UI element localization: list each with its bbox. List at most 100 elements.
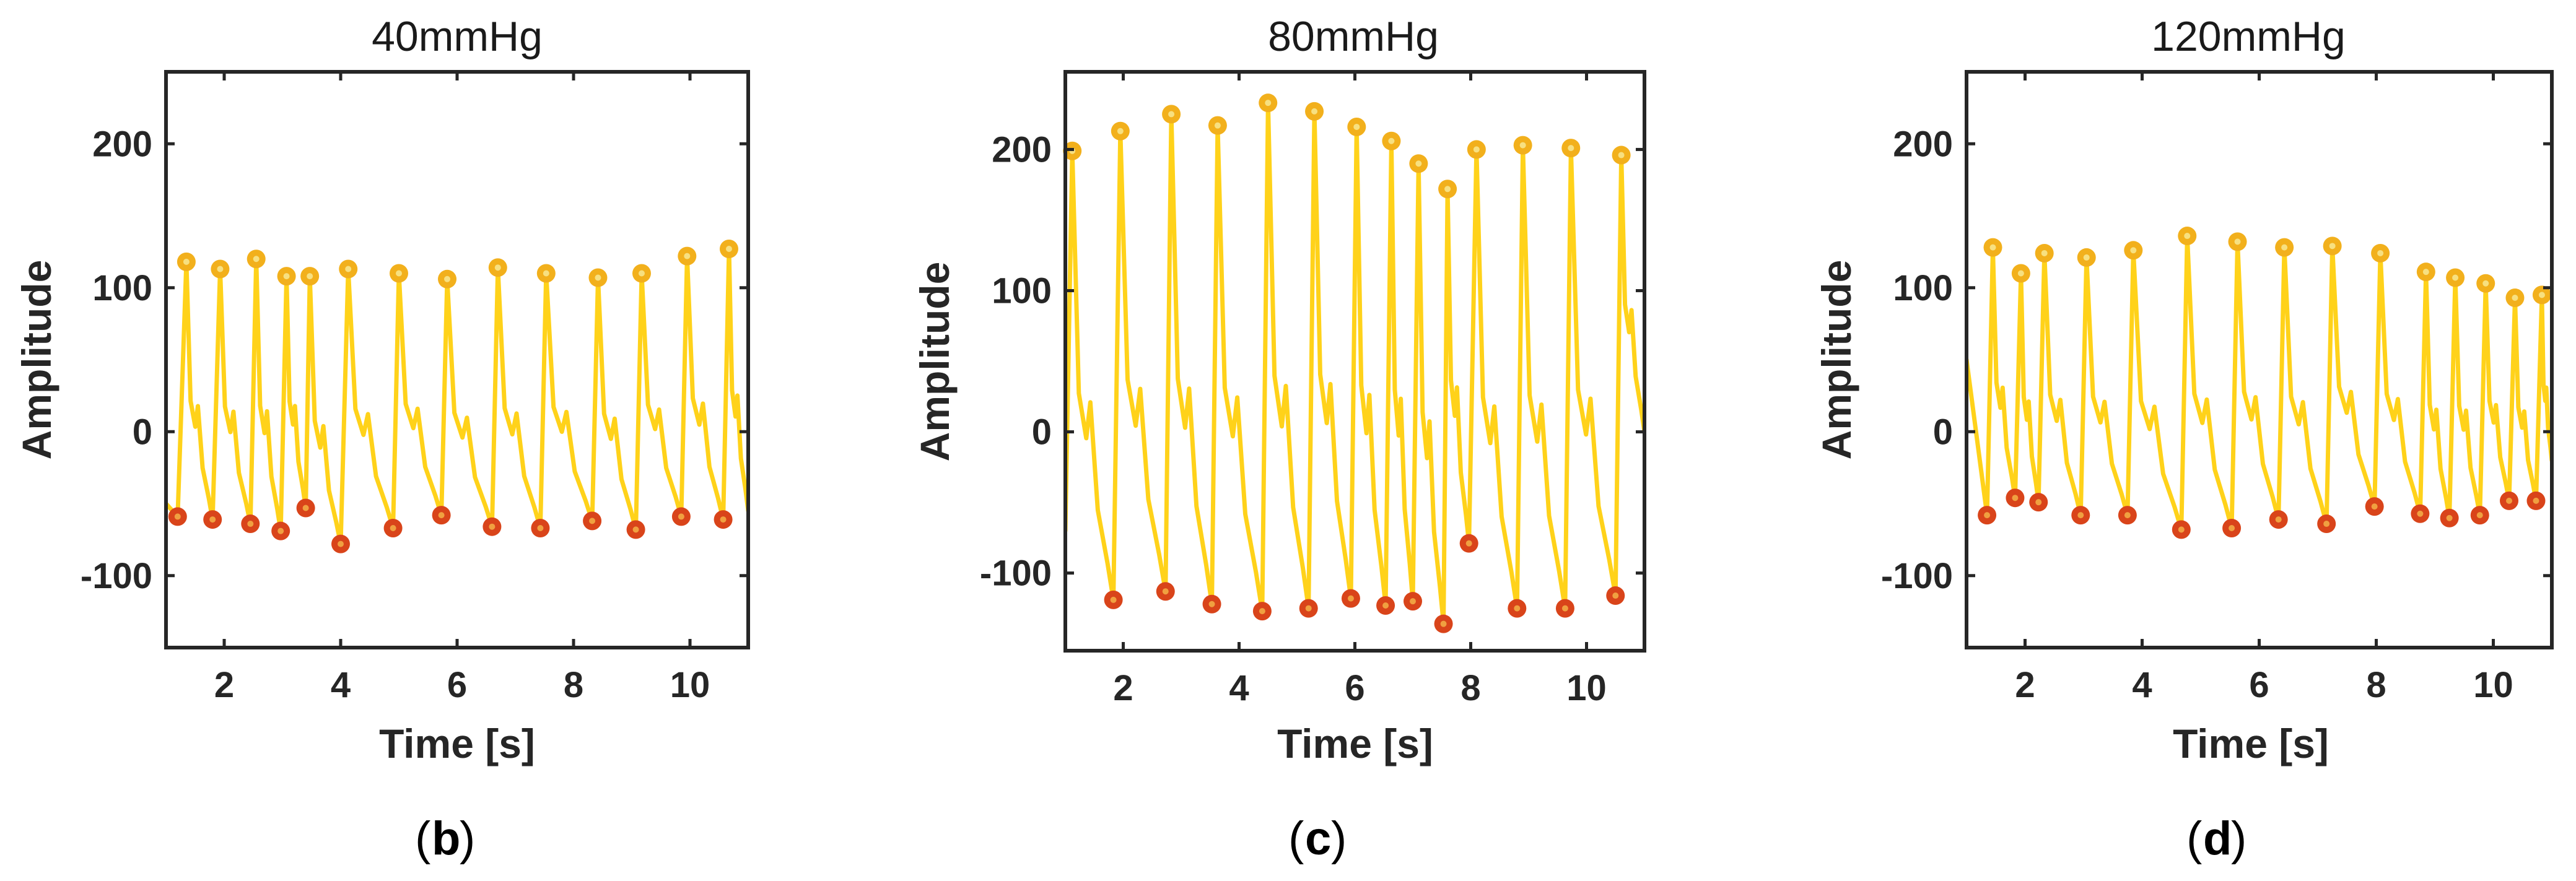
- panel-b-trough-marker: [331, 534, 350, 553]
- panel-b-caption-open: (: [415, 812, 430, 865]
- panel-d-xtick-label-6: 6: [2249, 665, 2269, 705]
- panel-b-xtick-label-10: 10: [670, 665, 710, 705]
- panel-d-y-axis-label: Amplitude: [1814, 260, 1859, 460]
- panel-c-peak-marker: [1513, 136, 1532, 155]
- panel-d-caption-open: (: [2186, 812, 2202, 865]
- panel-d-trough-marker: [2470, 506, 2489, 525]
- panel-c-xtick-label-8: 8: [1460, 668, 1480, 708]
- panel-c-trough-marker: [1459, 534, 1478, 553]
- panel-b-peak-marker: [678, 246, 697, 266]
- panel-d-xtick-label-8: 8: [2366, 665, 2386, 705]
- panel-c-trough-marker: [1376, 596, 1395, 615]
- panel-b-xtick-label-8: 8: [564, 665, 583, 705]
- panel-b-trough-marker: [626, 520, 645, 539]
- panel-b-trough-marker: [583, 511, 602, 531]
- panel-b-peak-marker: [277, 267, 296, 286]
- panel-d-trough-marker: [2365, 497, 2384, 516]
- panel-d-trough-marker: [2411, 504, 2430, 523]
- panel-c-ytick-label-100: 100: [992, 271, 1052, 311]
- panel-c-peak-marker: [1111, 121, 1130, 141]
- panel-d-trough-marker: [2440, 508, 2459, 527]
- panel-c-peak-marker: [1208, 116, 1227, 135]
- panel-b-peak-marker: [339, 259, 358, 279]
- panel-d-trough-marker: [2317, 514, 2336, 534]
- panel-d-trough-marker: [2006, 488, 2025, 508]
- panel-b-trough-marker: [168, 507, 187, 526]
- panel-d-signal-line: [1967, 233, 2552, 532]
- panel-b-signal-line: [166, 246, 748, 547]
- panel-b-ytick-label-0: 0: [133, 412, 152, 452]
- panel-b-xtick-label-6: 6: [447, 665, 467, 705]
- panel-c: 80mmHg 200 100 0 -100 2 4 6 8 10 Time [s…: [912, 13, 1646, 865]
- panel-b-xtick-label-2: 2: [214, 665, 234, 705]
- panel-b-peak-marker: [247, 250, 266, 269]
- panel-c-trough-marker: [1404, 592, 1422, 611]
- panel-c-ytick-label-neg100: -100: [980, 553, 1052, 594]
- panel-b-trough-marker: [531, 519, 550, 538]
- panel-b-peak-marker: [177, 252, 196, 271]
- panel-b-trough-marker: [671, 507, 691, 526]
- panel-b-trough-marker: [271, 521, 290, 540]
- panel-c-trough-marker: [1434, 614, 1453, 633]
- panel-c-peak-marker: [1467, 140, 1486, 159]
- panel-b: 40mmHg 200 100 0 -100 2 4 6 8 10 Time [s…: [14, 13, 750, 865]
- panel-c-peak-marker: [1438, 180, 1457, 199]
- panel-d-xtick-label-4: 4: [2132, 665, 2152, 705]
- panel-b-trough-marker: [482, 517, 502, 536]
- panel-c-peak-marker: [1409, 154, 1428, 173]
- panel-c-peak-marker: [1561, 139, 1581, 158]
- panel-d-peak-marker: [2178, 227, 2197, 246]
- panel-d-ytick-label-200: 200: [1893, 124, 1953, 164]
- panel-b-ytick-label-100: 100: [92, 268, 152, 308]
- panel-c-y-axis-label: Amplitude: [912, 262, 958, 462]
- panel-d-plot-area: [1967, 227, 2552, 539]
- panel-c-peak-marker: [1162, 105, 1181, 124]
- panel-c-xtick-label-2: 2: [1113, 668, 1133, 708]
- panel-b-x-axis-label: Time [s]: [379, 721, 535, 766]
- panel-c-signal-line: [1065, 100, 1644, 627]
- panel-c-ytick-label-200: 200: [992, 129, 1052, 170]
- panel-c-xtick-label-10: 10: [1566, 668, 1607, 708]
- panel-b-trough-marker: [203, 510, 222, 529]
- panel-b-y-axis-label: Amplitude: [14, 260, 59, 460]
- panel-b-trough-marker: [432, 506, 451, 525]
- panel-c-x-axis-label: Time [s]: [1277, 721, 1433, 766]
- panel-c-ticks: [1065, 72, 1644, 651]
- panel-b-trough-marker: [714, 510, 733, 529]
- panel-b-trough-marker: [296, 498, 315, 518]
- panel-c-trough-marker: [1299, 599, 1318, 618]
- panel-d-peak-marker: [2035, 243, 2054, 263]
- panel-c-peak-marker: [1305, 102, 1324, 121]
- panel-d-peak-marker: [2476, 274, 2495, 293]
- panel-d-ticks: [1967, 72, 2552, 648]
- panel-c-trough-marker: [1606, 586, 1625, 605]
- panel-d-trough-marker: [2500, 491, 2519, 510]
- panel-b-peak-marker: [588, 268, 608, 287]
- panel-b-trough-marker: [383, 519, 403, 538]
- panel-b-plot-area: [166, 239, 748, 553]
- panel-c-trough-marker: [1202, 594, 1221, 614]
- panel-c-trough-marker: [1508, 599, 1527, 618]
- panel-c-title: 80mmHg: [1268, 13, 1439, 60]
- panel-b-title: 40mmHg: [372, 13, 543, 60]
- panel-b-peak-marker: [488, 258, 507, 277]
- panel-b-peak-marker: [390, 264, 408, 283]
- panel-b-peak-marker: [536, 264, 556, 283]
- panel-d-caption-close: ): [2231, 812, 2246, 865]
- panel-b-peak-marker: [211, 259, 230, 279]
- panel-d-trough-marker: [1978, 506, 1997, 525]
- panel-c-trough-marker: [1252, 602, 1272, 621]
- panel-c-peak-marker: [1612, 145, 1631, 165]
- panel-c-peak-marker: [1347, 117, 1366, 136]
- panel-c-trough-marker: [1341, 589, 1360, 608]
- panel-c-plot-area: [1063, 93, 1644, 633]
- panel-d-trough-marker: [2172, 520, 2191, 539]
- panel-c-xtick-label-4: 4: [1229, 668, 1249, 708]
- panel-c-trough-marker: [1555, 599, 1574, 618]
- panel-d-caption-letter: d: [2203, 812, 2232, 865]
- panel-b-ytick-label-neg100: -100: [81, 556, 152, 596]
- panel-d-peak-marker: [2446, 268, 2465, 287]
- panel-b-ytick-label-200: 200: [92, 124, 152, 164]
- panel-b-peak-marker: [632, 264, 651, 283]
- panel-d-axes-frame: [1965, 70, 2554, 649]
